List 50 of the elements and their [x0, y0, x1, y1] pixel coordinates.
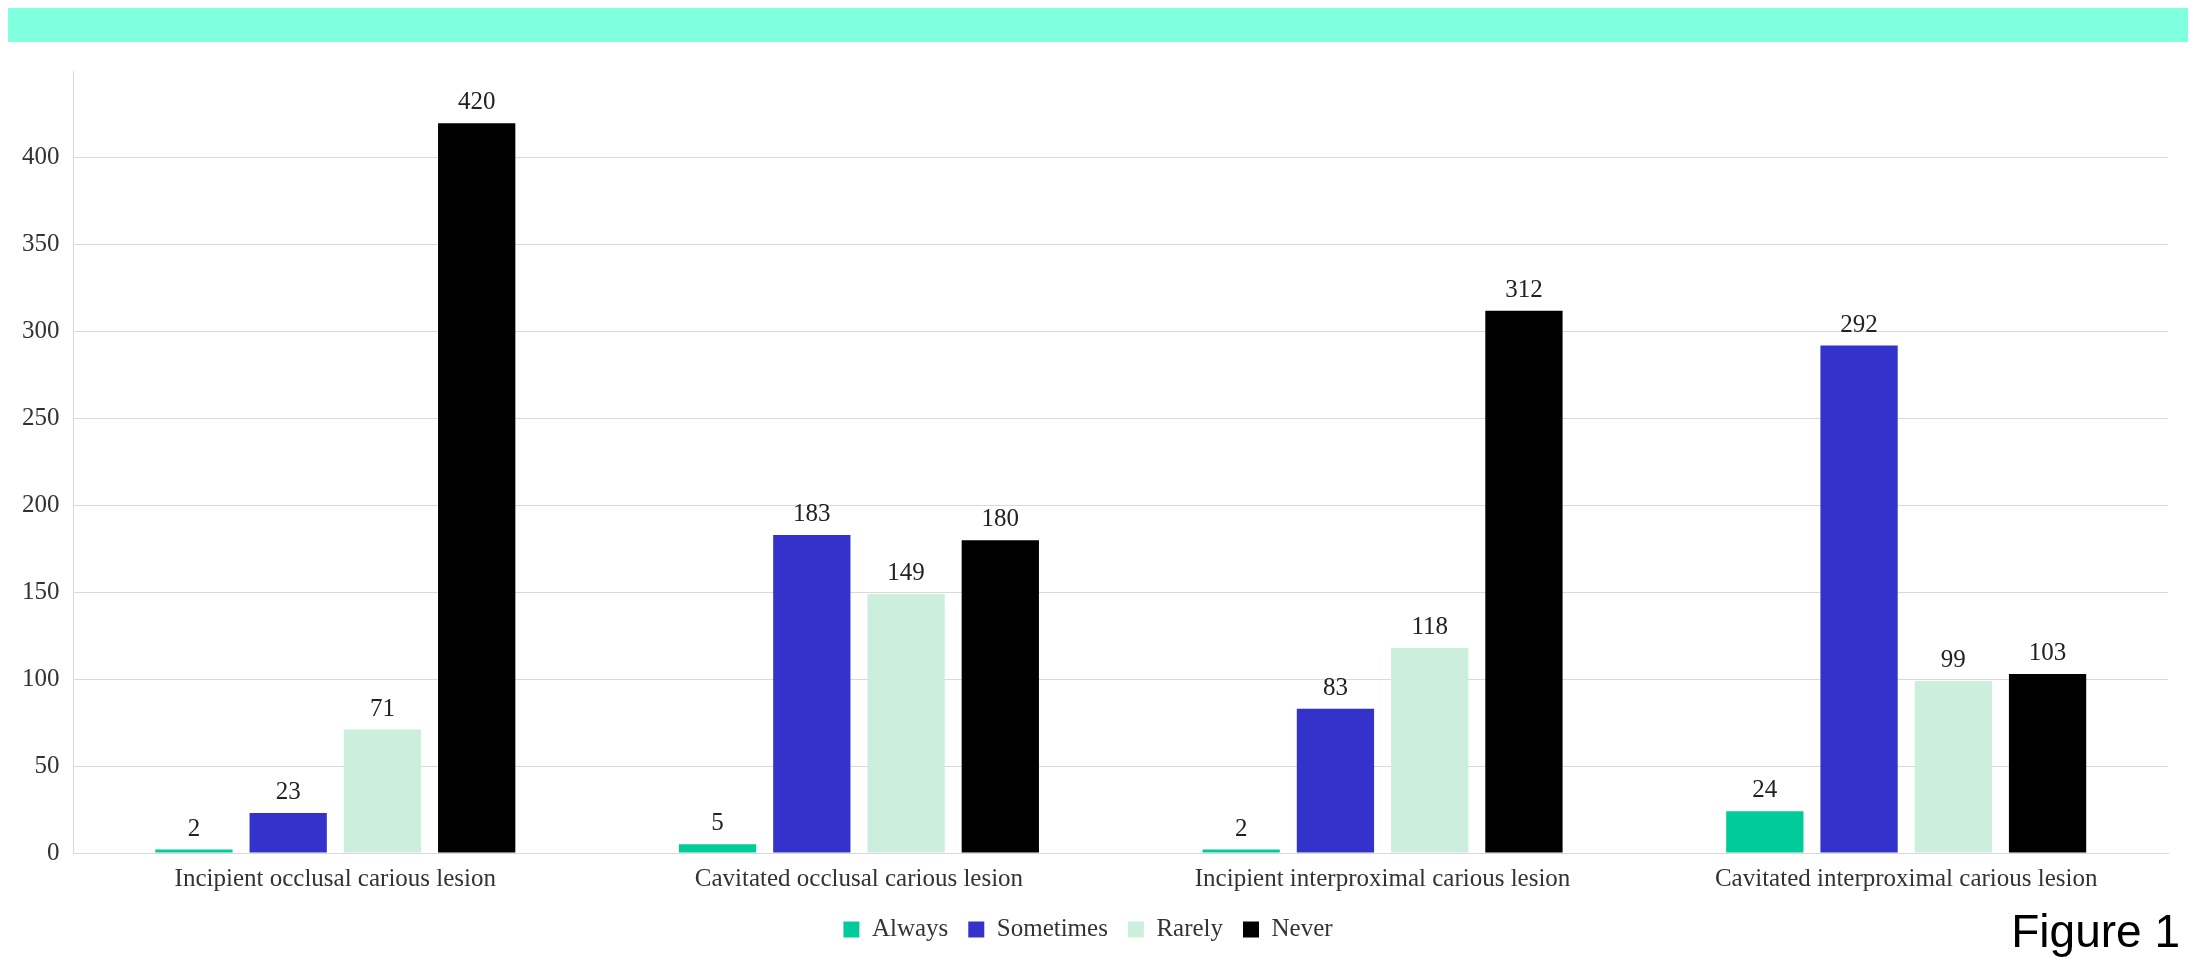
x-tick-label: Cavitated interproximal carious lesion — [1714, 863, 2098, 891]
bar — [155, 849, 233, 853]
bar — [249, 813, 327, 853]
bar — [343, 729, 422, 853]
data-label: 5 — [711, 808, 724, 836]
data-label: 180 — [981, 504, 1020, 532]
y-tick-label: 250 — [22, 403, 60, 431]
y-tick-label: 0 — [47, 837, 60, 865]
y-tick-label: 150 — [22, 576, 60, 604]
data-label: 312 — [1505, 274, 1543, 302]
bar — [1202, 849, 1280, 853]
legend-label: Rarely — [1156, 914, 1224, 942]
x-tick-label: Cavitated occlusal carious lesion — [694, 863, 1024, 891]
bar — [1726, 811, 1804, 853]
data-label: 99 — [1940, 645, 1966, 673]
caption: Figure 1 — [2011, 904, 2180, 958]
y-tick-label: 100 — [22, 663, 60, 691]
data-label: 292 — [1840, 309, 1878, 337]
bar — [773, 534, 851, 853]
data-label: 103 — [2028, 638, 2067, 666]
legend-label: Always — [871, 914, 949, 942]
y-tick-label: 350 — [22, 229, 60, 257]
y-tick-label: 50 — [34, 750, 60, 778]
bar — [1820, 345, 1898, 853]
legend-label: Sometimes — [996, 914, 1108, 942]
data-label: 23 — [275, 777, 301, 805]
data-label: 118 — [1411, 612, 1448, 639]
bar — [438, 123, 516, 853]
bar — [2008, 674, 2087, 853]
bar — [1296, 708, 1375, 853]
x-tick-label: Incipient interproximal carious lesion — [1194, 863, 1571, 891]
data-label: 24 — [1752, 775, 1778, 803]
data-label: 2 — [187, 813, 201, 841]
y-tick-label: 200 — [22, 490, 60, 518]
x-tick-label: Incipient occlusal carious lesion — [174, 863, 497, 891]
data-label: 71 — [369, 693, 395, 721]
y-tick-label: 300 — [22, 316, 60, 344]
data-label: 149 — [887, 558, 925, 586]
data-label: 183 — [793, 499, 831, 527]
data-label: 420 — [457, 87, 496, 115]
bar — [1914, 680, 1992, 853]
bar — [961, 540, 1039, 853]
data-label: 83 — [1322, 672, 1348, 700]
bar — [678, 844, 757, 853]
y-tick-label: 400 — [22, 142, 60, 170]
bar — [1391, 647, 1469, 853]
data-label: 2 — [1234, 813, 1248, 841]
legend-label: Never — [1271, 914, 1334, 942]
bar — [867, 594, 945, 853]
bar — [1485, 310, 1563, 853]
